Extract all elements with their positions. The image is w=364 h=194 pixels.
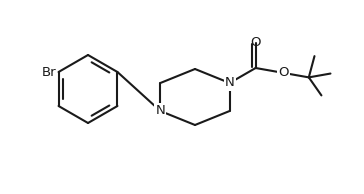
Text: O: O xyxy=(250,36,261,48)
Text: Br: Br xyxy=(42,66,56,79)
Text: N: N xyxy=(155,105,165,118)
Text: O: O xyxy=(278,66,288,79)
Text: N: N xyxy=(225,76,234,89)
